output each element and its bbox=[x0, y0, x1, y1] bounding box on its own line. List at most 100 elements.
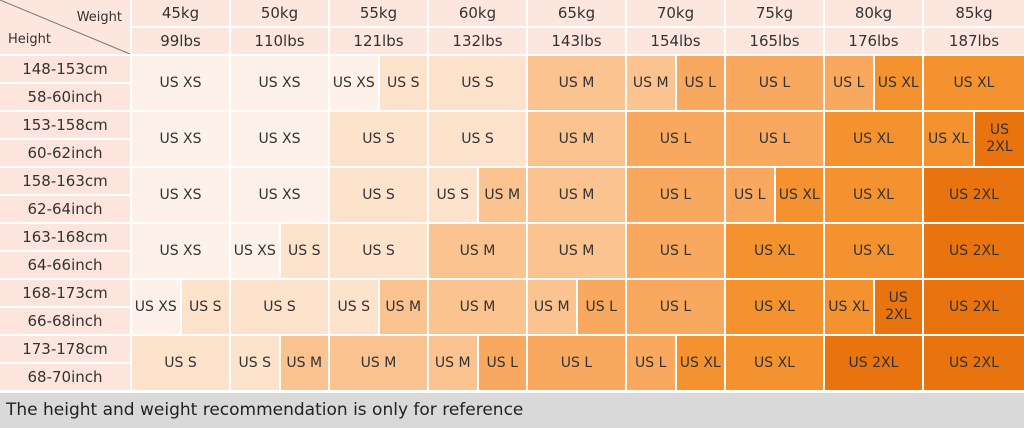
weight-lbs: 110lbs bbox=[231, 28, 328, 54]
size-cell: US 2XL bbox=[924, 168, 1024, 222]
size-cell: US L bbox=[528, 336, 625, 390]
height-label: Height bbox=[8, 32, 51, 48]
height-cm: 153-158cm bbox=[0, 112, 130, 138]
size-cell: US M bbox=[280, 336, 328, 390]
weight-lbs: 165lbs bbox=[726, 28, 823, 54]
size-cell: US L bbox=[627, 224, 724, 278]
height-cm: 173-178cm bbox=[0, 336, 130, 362]
size-cell: US L bbox=[627, 112, 724, 166]
size-cell: US M bbox=[528, 56, 625, 110]
footer-note: The height and weight recommendation is … bbox=[0, 393, 1024, 428]
size-cell: US M bbox=[429, 224, 526, 278]
size-cell: US S bbox=[132, 336, 229, 390]
height-inch: 62-64inch bbox=[0, 196, 130, 222]
height-inch: 58-60inch bbox=[0, 84, 130, 110]
weight-kg: 75kg bbox=[726, 0, 823, 26]
size-cell: US M bbox=[379, 280, 427, 334]
height-inch: 66-68inch bbox=[0, 308, 130, 334]
size-cell: US S bbox=[379, 56, 427, 110]
size-cell: US XS bbox=[132, 280, 180, 334]
size-cell: US XL bbox=[676, 336, 724, 390]
size-cell: US M bbox=[627, 56, 675, 110]
weight-label: Weight bbox=[76, 10, 122, 25]
size-cell: US S bbox=[429, 168, 477, 222]
size-cell: US XL bbox=[924, 56, 1024, 110]
height-inch: 68-70inch bbox=[0, 364, 130, 390]
weight-kg: 85kg bbox=[924, 0, 1024, 26]
size-cell: US L bbox=[627, 280, 724, 334]
height-inch: 64-66inch bbox=[0, 252, 130, 278]
size-cell: US S bbox=[280, 224, 328, 278]
size-cell: US M bbox=[528, 224, 625, 278]
height-cm: 168-173cm bbox=[0, 280, 130, 306]
height-cm: 158-163cm bbox=[0, 168, 130, 194]
size-cell: US L bbox=[726, 56, 823, 110]
size-cell: US M bbox=[478, 168, 526, 222]
size-cell: US XS bbox=[231, 224, 279, 278]
size-cell: US M bbox=[528, 112, 625, 166]
size-cell: US 2XL bbox=[825, 336, 922, 390]
size-cell: US XS bbox=[132, 112, 229, 166]
size-cell: US M bbox=[528, 280, 576, 334]
height-cm: 163-168cm bbox=[0, 224, 130, 250]
size-cell: US XS bbox=[132, 56, 229, 110]
weight-lbs: 132lbs bbox=[429, 28, 526, 54]
size-cell: US 2XL bbox=[924, 336, 1024, 390]
size-cell: US M bbox=[330, 336, 427, 390]
size-cell: US L bbox=[726, 112, 823, 166]
size-cell: US XS bbox=[330, 56, 378, 110]
size-cell: US S bbox=[429, 56, 526, 110]
size-cell: US S bbox=[330, 280, 378, 334]
corner-cell: Weight Height bbox=[0, 0, 130, 54]
weight-lbs: 143lbs bbox=[528, 28, 625, 54]
weight-kg: 80kg bbox=[825, 0, 922, 26]
size-cell: US 2XL bbox=[975, 112, 1024, 166]
height-cm: 148-153cm bbox=[0, 56, 130, 82]
weight-kg: 70kg bbox=[627, 0, 724, 26]
size-cell: US L bbox=[676, 56, 724, 110]
size-cell: US S bbox=[429, 112, 526, 166]
weight-lbs: 121lbs bbox=[330, 28, 427, 54]
size-cell: US XS bbox=[132, 224, 229, 278]
weight-kg: 55kg bbox=[330, 0, 427, 26]
size-cell: US XL bbox=[924, 112, 973, 166]
size-cell: US XL bbox=[726, 336, 823, 390]
size-cell: US XS bbox=[231, 168, 328, 222]
size-cell: US L bbox=[726, 168, 774, 222]
size-cell: US S bbox=[231, 280, 328, 334]
size-cell: US XS bbox=[231, 56, 328, 110]
weight-kg: 50kg bbox=[231, 0, 328, 26]
size-cell: US S bbox=[330, 112, 427, 166]
size-cell: US XS bbox=[132, 168, 229, 222]
size-cell: US M bbox=[429, 336, 477, 390]
size-cell: US L bbox=[577, 280, 625, 334]
weight-kg: 45kg bbox=[132, 0, 229, 26]
size-cell: US XL bbox=[825, 112, 922, 166]
size-cell: US 2XL bbox=[924, 224, 1024, 278]
size-cell: US L bbox=[627, 336, 675, 390]
weight-lbs: 176lbs bbox=[825, 28, 922, 54]
size-cell: US XL bbox=[825, 224, 922, 278]
weight-lbs: 187lbs bbox=[924, 28, 1024, 54]
size-cell: US S bbox=[330, 224, 427, 278]
size-cell: US XL bbox=[874, 56, 922, 110]
size-cell: US XL bbox=[825, 168, 922, 222]
weight-kg: 65kg bbox=[528, 0, 625, 26]
size-cell: US L bbox=[478, 336, 526, 390]
size-cell: US 2XL bbox=[874, 280, 922, 334]
size-cell: US S bbox=[330, 168, 427, 222]
size-cell: US S bbox=[231, 336, 279, 390]
diagonal bbox=[0, 0, 130, 54]
size-cell: US XL bbox=[726, 280, 823, 334]
height-inch: 60-62inch bbox=[0, 140, 130, 166]
size-cell: US M bbox=[429, 280, 526, 334]
size-cell: US XS bbox=[231, 112, 328, 166]
size-cell: US XL bbox=[825, 280, 873, 334]
weight-kg: 60kg bbox=[429, 0, 526, 26]
size-cell: US L bbox=[627, 168, 724, 222]
size-cell: US L bbox=[825, 56, 873, 110]
size-cell: US S bbox=[181, 280, 229, 334]
size-cell: US M bbox=[528, 168, 625, 222]
size-cell: US 2XL bbox=[924, 280, 1024, 334]
